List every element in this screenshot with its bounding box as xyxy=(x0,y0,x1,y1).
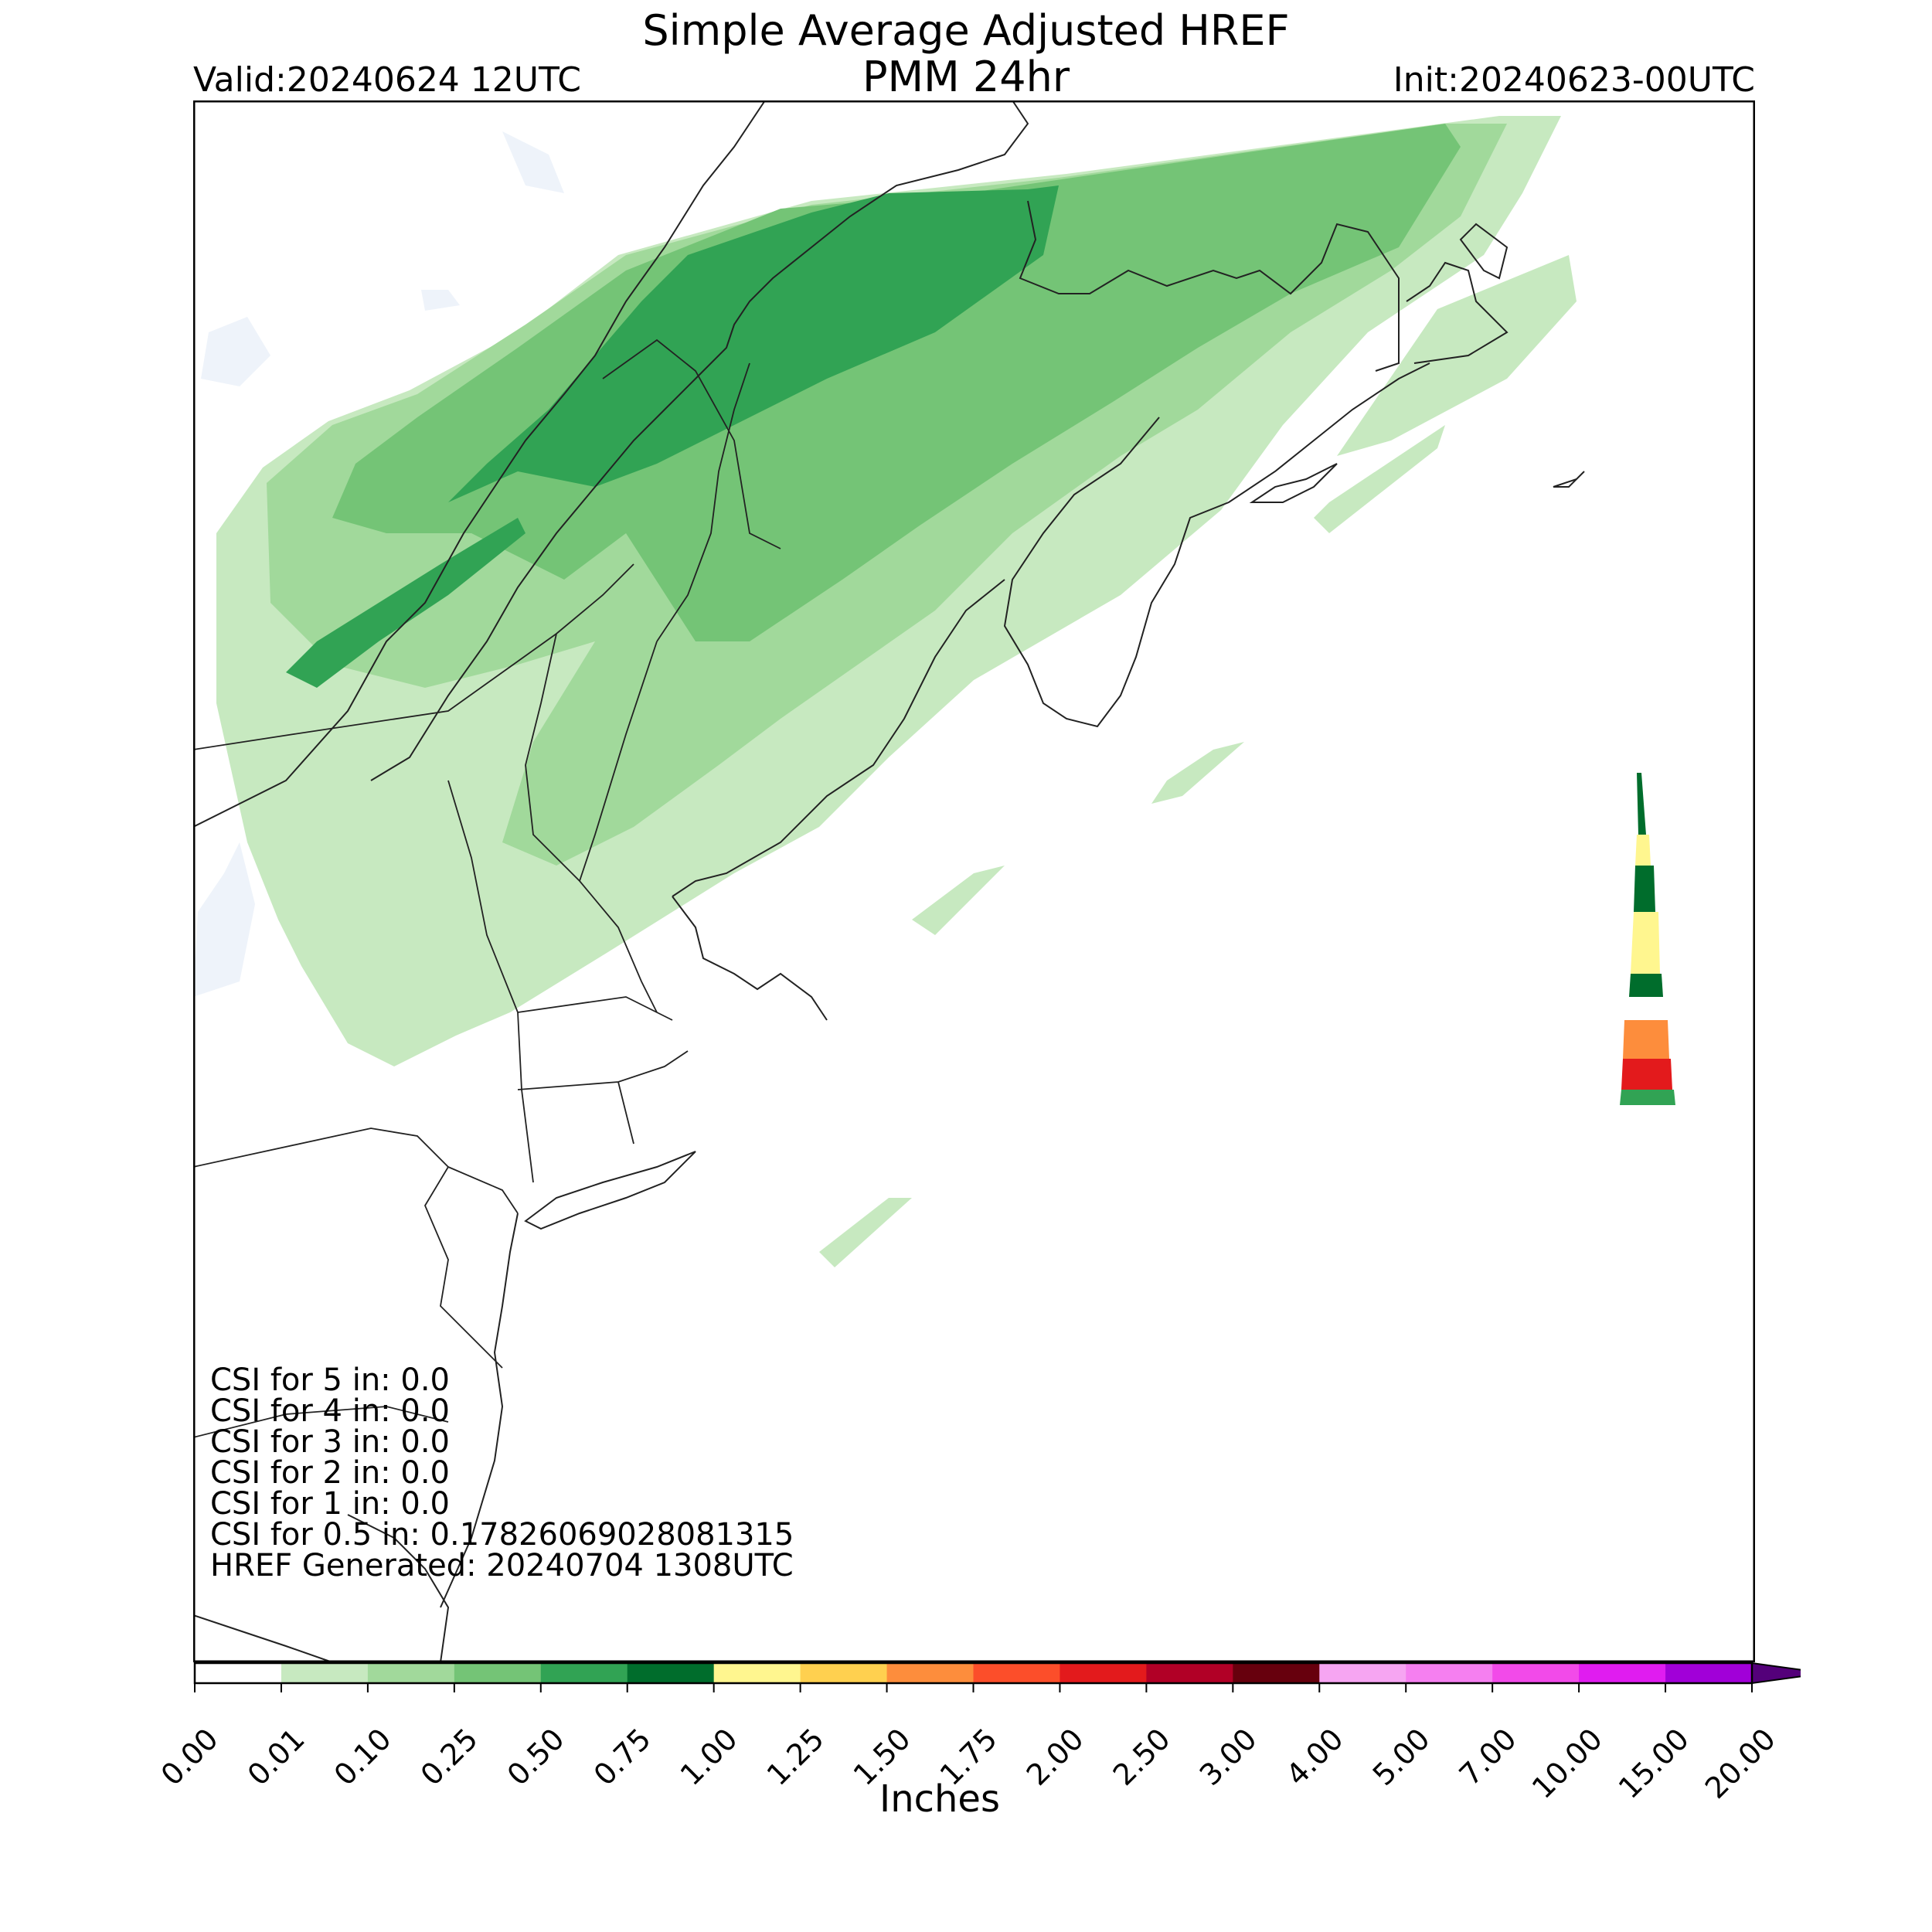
lake-northwest xyxy=(201,317,270,386)
map-frame xyxy=(193,100,1755,1662)
precip-streak-4 xyxy=(819,1198,912,1267)
href-generated: HREF Generated: 20240704 1308UTC xyxy=(210,1548,794,1583)
precip-streak-2 xyxy=(1151,742,1244,804)
precip-shading xyxy=(216,116,1577,1267)
st-lawrence-south-shore xyxy=(370,100,1029,781)
precip-area-light-east xyxy=(1337,255,1577,456)
title-line-2: PMM 24hr xyxy=(862,53,1070,101)
colorbar-segment xyxy=(540,1663,628,1683)
precip-streak-1 xyxy=(1314,425,1445,533)
border-ny-pa xyxy=(193,1128,449,1168)
colorbar-segment xyxy=(1492,1663,1580,1683)
nj-coast xyxy=(440,1213,519,1608)
init-time: Init:20240623-00UTC xyxy=(1393,60,1755,100)
precip-band-dark xyxy=(286,518,526,688)
bay-of-fundy-shore xyxy=(1003,362,1430,728)
column-dark xyxy=(1637,773,1646,835)
precip-area-green xyxy=(332,124,1461,641)
delaware-bay xyxy=(347,1514,450,1662)
chesapeake xyxy=(193,1614,333,1662)
column-dark-mid xyxy=(1634,866,1655,912)
inland-water xyxy=(193,131,564,997)
column-green-base xyxy=(1620,1090,1675,1105)
lake-top xyxy=(502,131,564,193)
colorbar-segment xyxy=(195,1663,282,1683)
colorbar-segment xyxy=(281,1663,369,1683)
gaspe-coast xyxy=(1019,200,1400,372)
coast-and-borders xyxy=(193,100,1585,1662)
valid-time: Valid:20240624 12UTC xyxy=(193,60,582,100)
column-yellow xyxy=(1631,912,1660,974)
island-sable xyxy=(1553,471,1585,488)
border-maine-nb xyxy=(656,362,750,642)
precip-area-dark xyxy=(448,185,1059,502)
massachusetts-coast xyxy=(672,896,828,1021)
column-red xyxy=(1621,1059,1672,1090)
colorbar-segment xyxy=(973,1663,1061,1683)
csi-line-5in: CSI for 5 in: 0.0 xyxy=(210,1362,450,1398)
lake-ontario xyxy=(193,842,255,997)
precip-column xyxy=(1620,773,1675,1105)
precipitation-map xyxy=(193,100,1755,1662)
colorbar-segment xyxy=(1406,1663,1493,1683)
state-borders xyxy=(193,338,781,1438)
pei xyxy=(1249,463,1338,503)
border-ma-south xyxy=(517,1050,689,1090)
column-dark-low xyxy=(1629,974,1663,997)
colorbar-extend-arrow xyxy=(1751,1662,1801,1685)
precip-streak-3 xyxy=(912,866,1005,935)
nova-scotia-coast xyxy=(1406,261,1509,364)
colorbar-label: Inches xyxy=(879,1777,1000,1821)
maine-coast xyxy=(672,579,1005,897)
colorbar-segment xyxy=(627,1663,715,1683)
colorbar-segment xyxy=(1579,1663,1666,1683)
colorbar-segment xyxy=(1146,1663,1233,1683)
border-maine-nh xyxy=(602,338,781,549)
colorbar-segment xyxy=(800,1663,888,1683)
csi-line-3in: CSI for 3 in: 0.0 xyxy=(210,1424,450,1460)
border-nh-vt xyxy=(525,633,658,1013)
colorbar-segment xyxy=(454,1663,542,1683)
border-nh-me xyxy=(579,641,658,882)
colorbar-segment xyxy=(1060,1663,1147,1683)
csi-line-4in: CSI for 4 in: 0.0 xyxy=(210,1393,450,1429)
colorbar-segment xyxy=(1233,1663,1320,1683)
colorbar-segment xyxy=(1319,1663,1406,1683)
long-island xyxy=(524,1151,696,1230)
colorbar-segment xyxy=(886,1663,975,1683)
lake-north xyxy=(421,290,460,311)
csi-stats: CSI for 5 in: 0.0 CSI for 4 in: 0.0 CSI … xyxy=(210,1365,794,1581)
cape-breton xyxy=(1459,223,1509,280)
csi-line-0-5in: CSI for 0.5 in: 0.17826069028081315 xyxy=(210,1517,794,1553)
border-ny-ct xyxy=(517,1012,534,1183)
border-pa-nj xyxy=(423,1166,503,1369)
border-ma-north xyxy=(517,996,673,1021)
border-canada-us xyxy=(193,563,634,750)
border-ny-nj xyxy=(447,1166,519,1214)
border-vt-ny xyxy=(447,780,519,1013)
colorbar-segment xyxy=(1665,1663,1753,1683)
colorbar-segment xyxy=(713,1663,801,1683)
csi-line-1in: CSI for 1 in: 0.0 xyxy=(210,1486,450,1522)
title-line-1: Simple Average Adjusted HREF xyxy=(642,6,1290,55)
csi-line-2in: CSI for 2 in: 0.0 xyxy=(210,1455,450,1491)
colorbar xyxy=(193,1662,1801,1692)
column-orange xyxy=(1623,1020,1669,1059)
border-pa-md xyxy=(193,1406,449,1438)
border-ct-ri xyxy=(617,1081,634,1145)
column-yellow-top xyxy=(1635,835,1651,866)
st-lawrence-north-shore xyxy=(193,100,766,828)
colorbar-segment xyxy=(367,1663,455,1683)
